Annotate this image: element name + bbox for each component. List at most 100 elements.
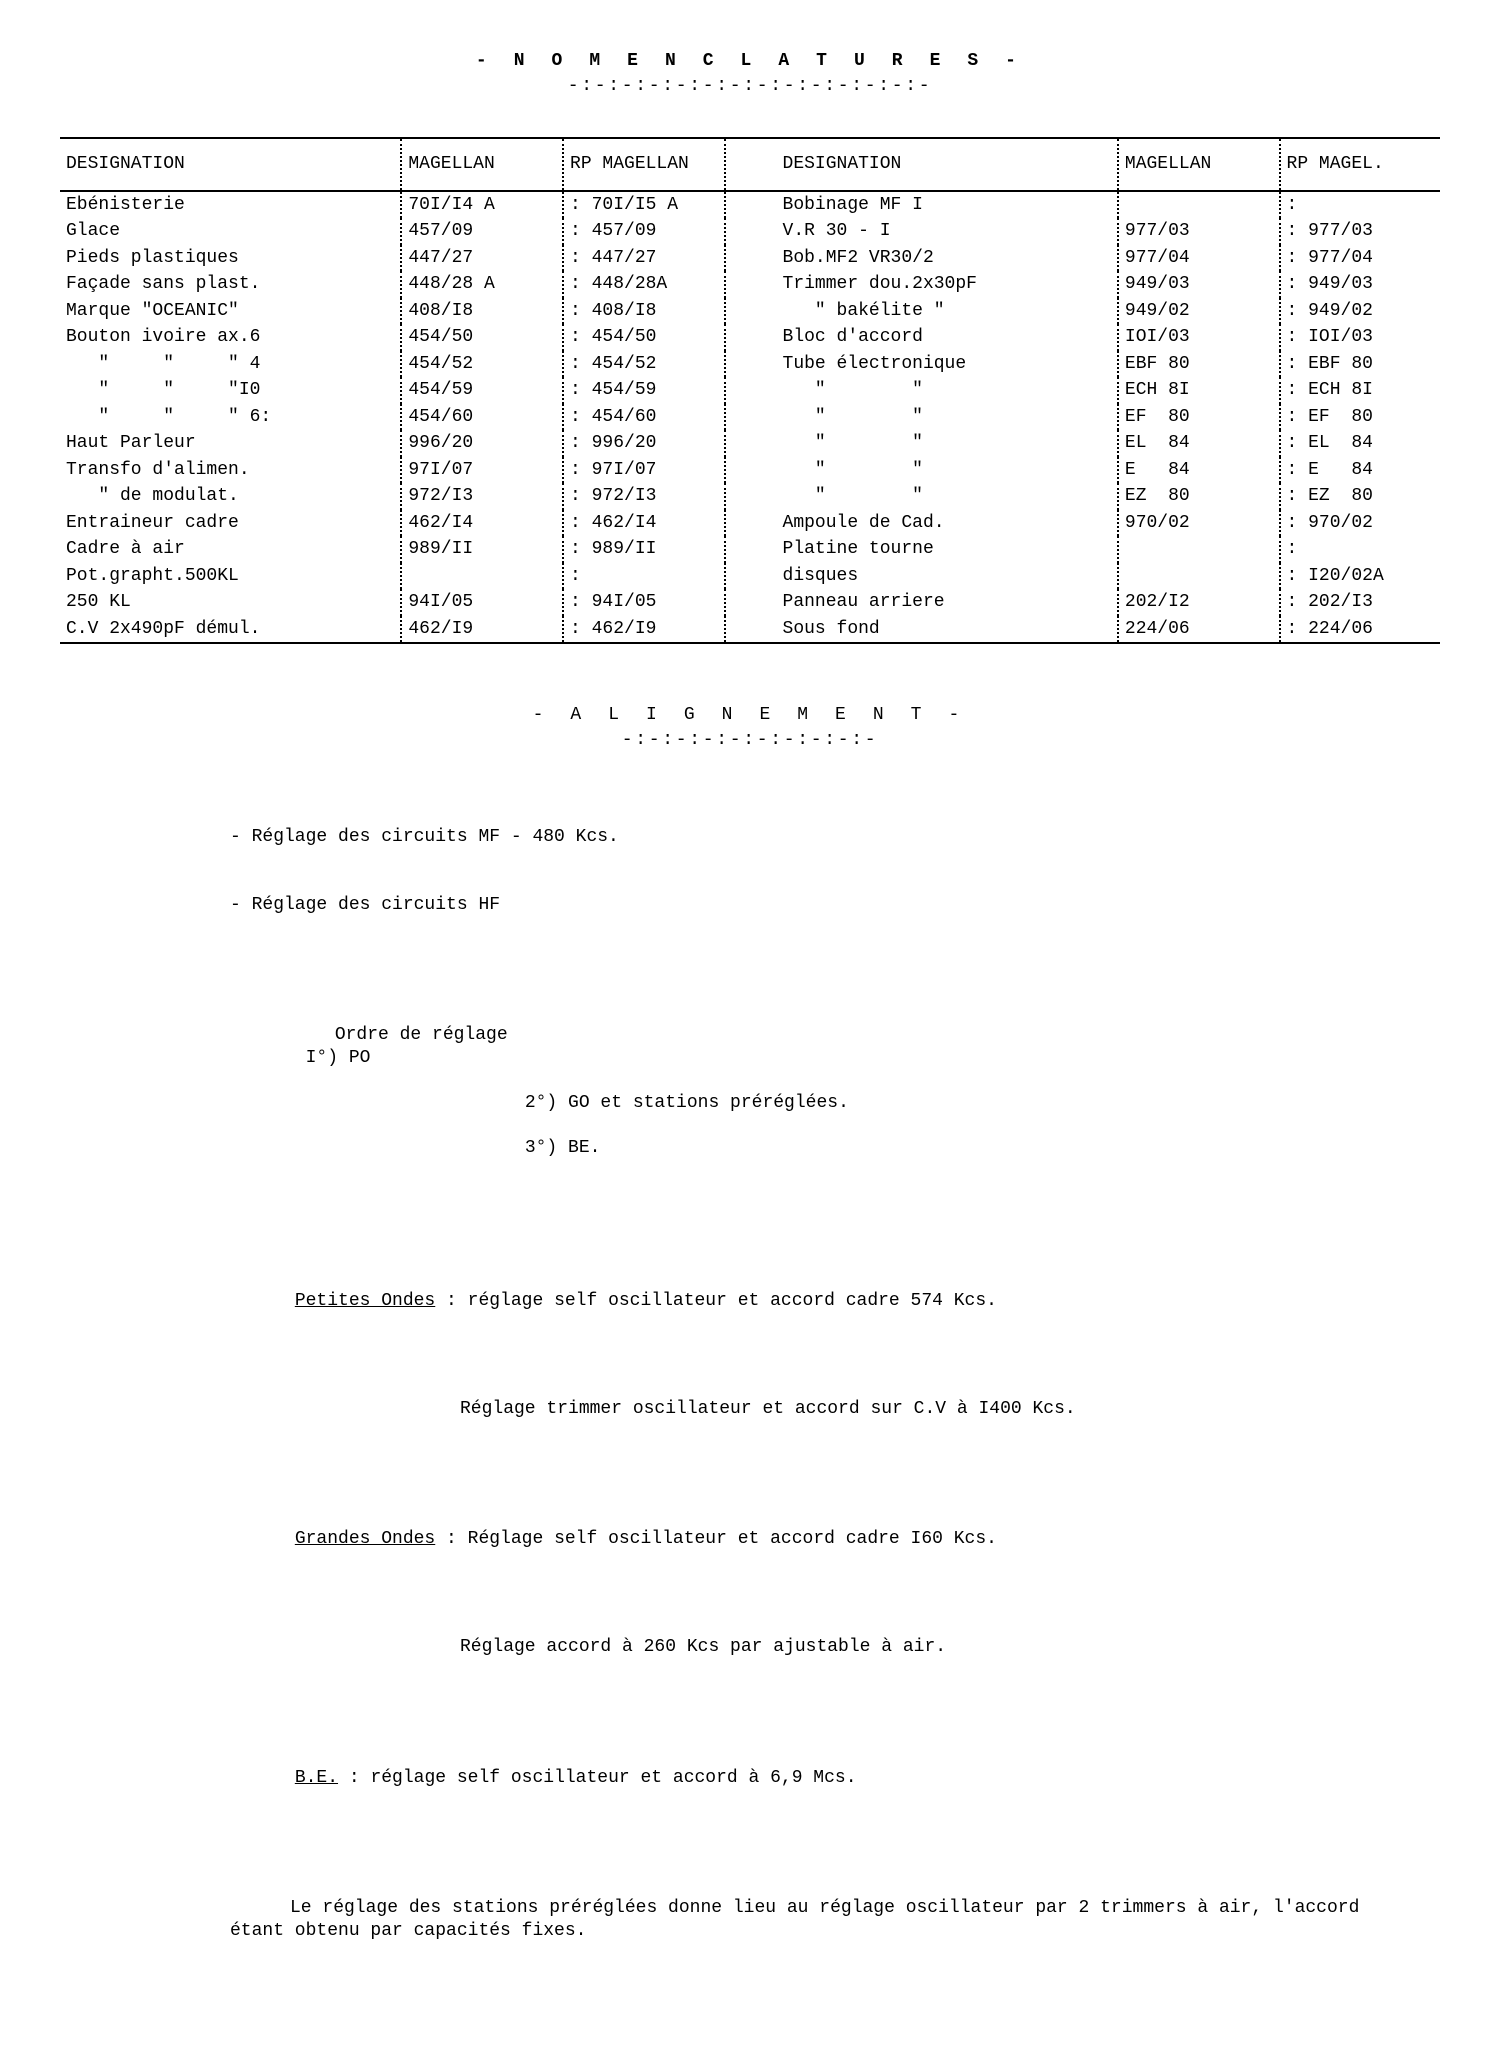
cell-rp-magellan: : 454/60 [563,404,725,431]
cell-rp-magel: : I20/02A [1280,563,1440,590]
table-body: Ebénisterie70I/I4 A: 70I/I5 ABobinage MF… [60,191,1440,644]
cell-gap [725,589,777,616]
cell-rp-magellan: : 457/09 [563,218,725,245]
cell-magellan: 462/I4 [401,510,563,537]
cell-designation: " " [777,404,1118,431]
cell-rp-magel: : 949/03 [1280,271,1440,298]
cell-designation: 250 KL [60,589,401,616]
order-block: Ordre de réglage I°) PO 2°) GO et statio… [230,1002,1360,1182]
po-label: Petites Ondes [295,1291,435,1311]
cell-rp-magel: : E 84 [1280,457,1440,484]
cell-rp-magel: : 977/04 [1280,245,1440,272]
col-magellan-right: MAGELLAN [1118,138,1280,191]
cell-magellan: 224/06 [1118,616,1280,644]
table-row: Bouton ivoire ax.6454/50: 454/50Bloc d'a… [60,324,1440,351]
table-header-row: DESIGNATION MAGELLAN RP MAGELLAN DESIGNA… [60,138,1440,191]
cell-designation: " " [777,377,1118,404]
cell-rp-magel: : ECH 8I [1280,377,1440,404]
cell-magellan: IOI/03 [1118,324,1280,351]
cell-designation: V.R 30 - I [777,218,1118,245]
cell-rp-magellan: : 448/28A [563,271,725,298]
cell-designation: Cadre à air [60,536,401,563]
order-1: I°) PO [306,1048,371,1068]
page: - N O M E N C L A T U R E S - -:-:-:-:-:… [0,0,1500,2047]
cell-gap [725,351,777,378]
cell-magellan: 97I/07 [401,457,563,484]
table-row: " " " 4454/52: 454/52Tube électroniqueEB… [60,351,1440,378]
cell-rp-magellan: : 462/I4 [563,510,725,537]
cell-designation: Haut Parleur [60,430,401,457]
table-row: " " " 6:454/60: 454/60 " "EF 80: EF 80 [60,404,1440,431]
nomenclature-title: - N O M E N C L A T U R E S - [60,50,1440,73]
cell-magellan: 972/I3 [401,483,563,510]
cell-designation: " " [777,483,1118,510]
cell-designation: Marque "OCEANIC" [60,298,401,325]
cell-gap [725,536,777,563]
cell-magellan: EF 80 [1118,404,1280,431]
po-text-2: Réglage trimmer oscillateur et accord su… [460,1398,1360,1421]
cell-designation: Bloc d'accord [777,324,1118,351]
table-row: Pieds plastiques447/27: 447/27Bob.MF2 VR… [60,245,1440,272]
cell-gap [725,616,777,644]
cell-rp-magel: : EF 80 [1280,404,1440,431]
grandes-ondes-block: Grandes Ondes : Réglage self oscillateur… [230,1506,1360,1574]
cell-designation: disques [777,563,1118,590]
cell-designation: Pot.grapht.500KL [60,563,401,590]
cell-rp-magel: : EBF 80 [1280,351,1440,378]
table-row: 250 KL94I/05: 94I/05Panneau arriere202/I… [60,589,1440,616]
cell-rp-magel: : 949/02 [1280,298,1440,325]
cell-magellan: 949/03 [1118,271,1280,298]
table-row: Ebénisterie70I/I4 A: 70I/I5 ABobinage MF… [60,191,1440,219]
col-designation-left: DESIGNATION [60,138,401,191]
table-row: Glace457/09: 457/09V.R 30 - I977/03: 977… [60,218,1440,245]
cell-rp-magellan: : [563,563,725,590]
cell-rp-magellan: : 454/52 [563,351,725,378]
table-row: Transfo d'alimen.97I/07: 97I/07 " "E 84:… [60,457,1440,484]
table-row: Haut Parleur996/20: 996/20 " "EL 84: EL … [60,430,1440,457]
cell-designation: Bobinage MF I [777,191,1118,219]
cell-gap [725,218,777,245]
cell-designation: " " " 6: [60,404,401,431]
order-3: 3°) BE. [525,1138,601,1158]
table-row: Marque "OCEANIC"408/I8: 408/I8 " bakélit… [60,298,1440,325]
cell-designation: " " " 4 [60,351,401,378]
cell-magellan: 977/04 [1118,245,1280,272]
col-magellan-left: MAGELLAN [401,138,563,191]
alignment-body: - Réglage des circuits MF - 480 Kcs. - R… [230,781,1360,1987]
cell-rp-magellan: : 70I/I5 A [563,191,725,219]
table-row: Façade sans plast.448/28 A: 448/28ATrimm… [60,271,1440,298]
cell-magellan [401,563,563,590]
cell-magellan: 457/09 [401,218,563,245]
cell-magellan: 462/I9 [401,616,563,644]
cell-designation: " " [777,457,1118,484]
cell-magellan: 454/50 [401,324,563,351]
cell-rp-magellan: : 989/II [563,536,725,563]
order-2: 2°) GO et stations préréglées. [525,1093,849,1113]
go-text-2: Réglage accord à 260 Kcs par ajustable à… [460,1636,1360,1659]
cell-magellan [1118,191,1280,219]
cell-rp-magel: : EZ 80 [1280,483,1440,510]
cell-magellan: 949/02 [1118,298,1280,325]
petites-ondes-block: Petites Ondes : réglage self oscillateur… [230,1267,1360,1335]
cell-gap [725,457,777,484]
cell-rp-magellan: : 94I/05 [563,589,725,616]
col-rp-magellan-left: RP MAGELLAN [563,138,725,191]
final-paragraph: Le réglage des stations préréglées donne… [230,1897,1360,1942]
cell-rp-magellan: : 447/27 [563,245,725,272]
align-line-2: - Réglage des circuits HF [230,894,1360,917]
cell-rp-magellan: : 97I/07 [563,457,725,484]
cell-magellan: ECH 8I [1118,377,1280,404]
cell-gap [725,430,777,457]
cell-magellan: EL 84 [1118,430,1280,457]
cell-designation: Platine tourne [777,536,1118,563]
cell-designation: " " "I0 [60,377,401,404]
cell-magellan: EBF 80 [1118,351,1280,378]
cell-rp-magellan: : 454/50 [563,324,725,351]
cell-magellan: 454/60 [401,404,563,431]
cell-designation: Façade sans plast. [60,271,401,298]
cell-designation: " de modulat. [60,483,401,510]
table-row: Entraineur cadre462/I4: 462/I4Ampoule de… [60,510,1440,537]
cell-designation: C.V 2x490pF démul. [60,616,401,644]
cell-magellan: 989/II [401,536,563,563]
table-row: " de modulat.972/I3: 972/I3 " "EZ 80: EZ… [60,483,1440,510]
